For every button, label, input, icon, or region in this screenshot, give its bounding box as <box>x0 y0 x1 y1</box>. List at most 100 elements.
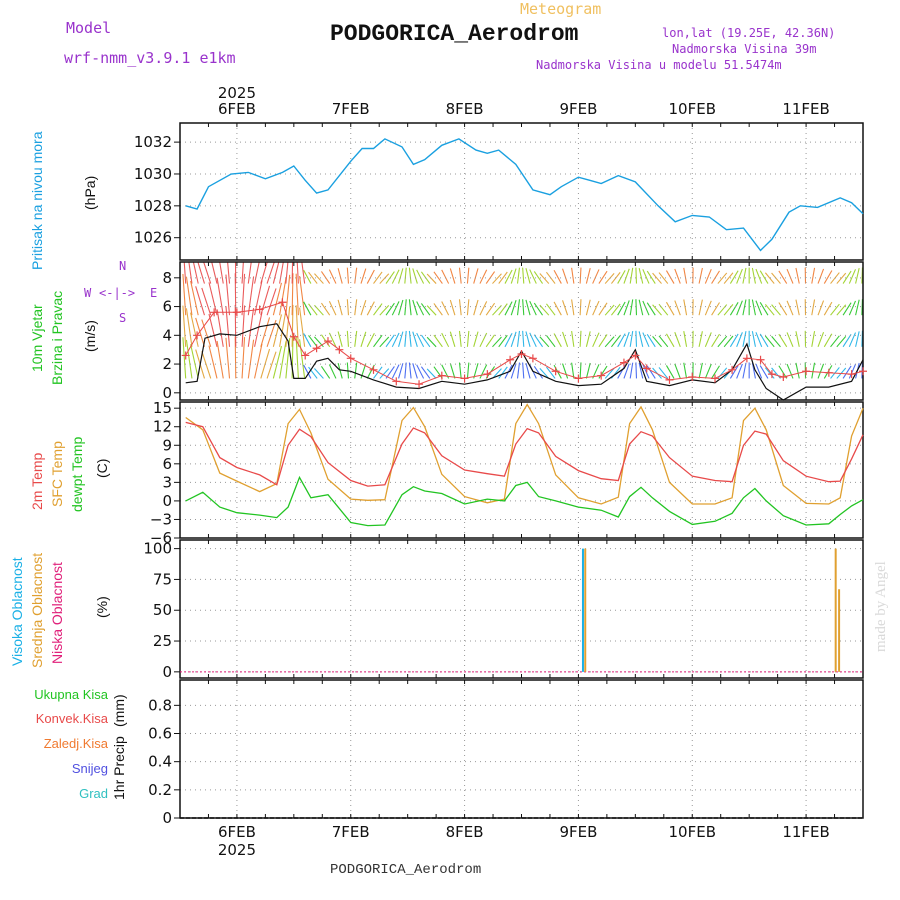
wind-arrow <box>755 268 763 284</box>
wind-arrow <box>729 302 739 316</box>
wind-arrow <box>571 330 575 347</box>
wind-arrow <box>247 307 255 347</box>
wind-arrow <box>795 362 800 379</box>
precip-ytick-label: 0.2 <box>148 781 172 799</box>
wind-arrow <box>522 299 525 316</box>
wind-arrow <box>360 268 367 284</box>
wind-arrow <box>823 270 833 284</box>
wind-ytick-label: 0 <box>162 384 172 402</box>
wind-arrow <box>216 309 224 347</box>
wind-arrow <box>266 351 277 379</box>
wind-gust-marker <box>728 365 737 374</box>
wind-arrow <box>623 331 630 347</box>
wind-arrow <box>623 363 630 379</box>
wind-arrow <box>416 301 425 316</box>
wind-arrow <box>723 304 734 316</box>
sfc-temp-line <box>185 403 864 505</box>
wind-arrow <box>337 331 343 347</box>
wind-ytick-label: 8 <box>162 269 172 287</box>
bottom-date-label: 6FEB <box>218 823 256 841</box>
wind-arrow <box>416 269 425 284</box>
wind-arrow <box>433 271 443 284</box>
wind-arrow <box>458 299 462 316</box>
wind-arrow <box>420 366 431 379</box>
model-name: wrf-nmm_v3.9.1 e1km <box>64 49 236 67</box>
wind-arrow <box>208 282 218 316</box>
cloud-ytick-label: 100 <box>143 540 172 558</box>
wind-arrow <box>562 300 569 316</box>
wind-arrow <box>433 366 443 379</box>
wind-arrow <box>441 332 450 348</box>
wind-arrow <box>553 269 562 284</box>
temperature-ytick-label: −6 <box>150 529 172 547</box>
wind-arrow <box>466 362 470 379</box>
wind-arrow <box>546 366 556 379</box>
wind-arrow <box>279 278 287 316</box>
wind-arrow <box>473 268 479 284</box>
wind-arrow <box>638 267 644 284</box>
wind-ytick-label: 6 <box>162 298 172 316</box>
top-date-label: 10FEB <box>669 100 716 118</box>
wind-arrow <box>786 363 794 379</box>
wind-arrow <box>366 333 375 348</box>
wind-arrow <box>426 273 437 284</box>
precip-ytick-label: 0.8 <box>148 696 172 714</box>
wind-arrow <box>848 332 857 348</box>
wind-arrow <box>635 267 638 284</box>
wind-arrow <box>492 305 502 316</box>
wind-arrow <box>510 300 517 316</box>
wind-arrow <box>254 262 260 284</box>
wind-arrow <box>786 332 794 348</box>
pressure-ytick-label: 1032 <box>134 133 172 151</box>
wind-arrow <box>426 336 437 348</box>
wind-arrow <box>408 362 412 379</box>
top-date-label: 6FEB <box>218 100 256 118</box>
wind-arrow <box>285 306 291 347</box>
wind-arrow <box>665 270 675 284</box>
wind-gust-marker <box>369 365 378 374</box>
wind-arrow <box>516 362 521 379</box>
wind-gust-marker <box>346 354 355 363</box>
pressure-panel: 1026 1028 1030 1032 <box>134 122 864 261</box>
wind-arrow <box>303 364 312 379</box>
wind-arrow <box>498 303 508 316</box>
wind-arrow <box>562 331 569 347</box>
compass-cross: <-|-> <box>99 286 136 300</box>
cloud-frame <box>179 539 864 679</box>
temp2m-line <box>185 421 864 487</box>
top-date-label: 7FEB <box>332 100 370 118</box>
top-date-label: 9FEB <box>559 100 597 118</box>
wind-gust-marker <box>742 354 751 363</box>
wind-arrow <box>698 267 703 284</box>
wind-arrow <box>786 268 794 284</box>
wind-arrow <box>492 336 502 348</box>
wind-arrow <box>836 304 847 316</box>
wind-arrow <box>665 333 675 348</box>
wind-arrow <box>398 299 404 316</box>
wind-arrow <box>211 262 218 284</box>
wind-arrow <box>642 269 650 284</box>
wind-arrow <box>303 301 312 316</box>
wind-arrow <box>579 267 582 284</box>
wind-arrow <box>698 362 703 379</box>
wind-arrow <box>308 271 318 284</box>
wind-arrow <box>485 302 496 316</box>
wind-arrow <box>498 366 508 379</box>
wind-arrow <box>510 363 517 379</box>
wind-arrow <box>308 303 318 316</box>
wind-arrow <box>539 273 550 284</box>
wind-arrow <box>498 334 508 348</box>
wind-arrow <box>190 280 199 316</box>
wind-arrow <box>786 300 794 316</box>
wind-arrow <box>247 339 255 379</box>
wind-arrow <box>241 262 244 284</box>
wind-arrow <box>842 334 852 348</box>
wind-gust-marker <box>847 370 856 379</box>
wind-arrow <box>295 273 299 316</box>
wind-arrow <box>736 363 743 379</box>
wind-speed-line <box>185 323 864 401</box>
wind-gust-marker <box>517 350 526 358</box>
sfc-temp-label: SFC Temp <box>49 441 65 507</box>
wind-gust-marker <box>335 345 344 354</box>
wind-gust-marker <box>631 351 640 360</box>
